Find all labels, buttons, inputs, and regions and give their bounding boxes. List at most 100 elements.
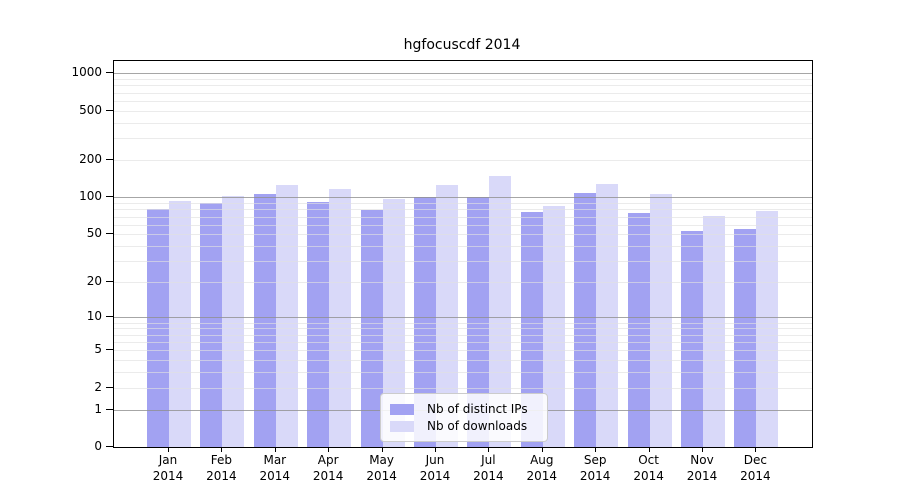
x-tick-label: Mar 2014 <box>243 452 307 484</box>
y-tick <box>106 159 113 160</box>
x-tick-label: Feb 2014 <box>189 452 253 484</box>
x-tick <box>168 447 169 452</box>
y-tick <box>106 446 113 447</box>
x-tick-label-year: 2014 <box>473 469 504 483</box>
y-tick-label: 1000 <box>71 65 102 80</box>
bar-downloads <box>542 206 565 447</box>
x-tick-label: Apr 2014 <box>296 452 360 484</box>
y-tick-label: 20 <box>86 274 102 289</box>
x-tick-label-month: Nov <box>690 453 714 467</box>
bar-downloads <box>489 175 512 447</box>
x-tick-label-year: 2014 <box>579 469 611 483</box>
y-tick <box>106 316 113 317</box>
x-tick-label-year: 2014 <box>366 469 397 483</box>
y-tick-label: 2 <box>94 379 102 394</box>
x-tick-label-year: 2014 <box>419 469 451 483</box>
x-tick <box>702 447 703 452</box>
x-tick-label: Jun 2014 <box>403 452 467 484</box>
x-tick-label-month: Dec <box>743 453 767 467</box>
x-tick-label: Nov 2014 <box>670 452 734 484</box>
x-tick <box>435 447 436 452</box>
x-tick-label-year: 2014 <box>740 469 771 483</box>
x-tick-label: Sep 2014 <box>563 452 627 484</box>
y-tick <box>106 409 113 410</box>
y-tick <box>106 110 113 111</box>
bar-downloads <box>329 189 352 447</box>
x-tick-label-month: Feb <box>210 453 233 467</box>
x-tick-label-year: 2014 <box>312 469 344 483</box>
bar-distinct-ips <box>574 192 597 447</box>
y-tick <box>106 72 113 73</box>
x-tick-label: Dec 2014 <box>723 452 787 484</box>
x-tick <box>381 447 383 452</box>
bar-distinct-ips <box>414 196 436 447</box>
bar-downloads <box>436 184 458 447</box>
x-tick <box>595 447 597 452</box>
y-tick-label: 5 <box>94 342 102 357</box>
x-tick <box>755 447 757 452</box>
legend-swatch-downloads <box>390 420 414 432</box>
y-tick-label: 500 <box>79 102 102 117</box>
x-tick-label-month: Jan <box>158 453 178 467</box>
y-tick <box>106 196 113 197</box>
bar-downloads <box>222 195 245 447</box>
y-tick <box>106 349 113 350</box>
x-tick-label-year: 2014 <box>526 469 558 483</box>
x-tick <box>648 447 650 452</box>
legend-item-distinct-ips: Nb of distinct IPs <box>390 401 538 417</box>
x-tick-label-month: Aug <box>530 453 554 467</box>
x-tick-label-month: May <box>369 453 394 467</box>
bars-layer <box>114 61 812 447</box>
y-tick-label: 1 <box>94 401 102 416</box>
bar-distinct-ips <box>681 231 703 447</box>
y-tick-label: 0 <box>94 439 102 453</box>
x-tick-label-month: Jun <box>425 453 445 467</box>
x-tick-label-month: Jul <box>481 453 496 467</box>
bar-downloads <box>649 194 672 447</box>
y-tick-label: 50 <box>86 226 102 241</box>
x-tick-label: Jul 2014 <box>456 452 520 484</box>
y-tick <box>106 281 113 282</box>
x-tick-label-year: 2014 <box>259 469 291 483</box>
x-tick-label-month: Apr <box>317 453 339 467</box>
x-tick-label: Aug 2014 <box>510 452 574 484</box>
bar-distinct-ips <box>307 201 330 447</box>
x-tick-label: Oct 2014 <box>617 452 681 484</box>
y-tick-label: 100 <box>79 189 102 204</box>
bar-downloads <box>703 215 725 447</box>
legend-label-downloads: Nb of downloads <box>427 419 528 433</box>
bar-distinct-ips <box>467 196 490 447</box>
x-tick <box>274 447 276 452</box>
x-tick-label: Jan 2014 <box>136 452 200 484</box>
bar-downloads <box>275 184 298 447</box>
legend-swatch-ips <box>390 403 414 415</box>
y-tick-label: 200 <box>79 152 102 167</box>
bar-downloads <box>169 201 191 447</box>
x-tick-label-month: Sep <box>583 453 607 467</box>
y-tick <box>106 233 113 234</box>
y-tick-label: 10 <box>86 309 102 324</box>
x-tick-label-month: Mar <box>263 453 287 467</box>
bar-downloads <box>756 211 779 447</box>
legend-label-ips: Nb of distinct IPs <box>427 402 528 416</box>
legend-item-downloads: Nb of downloads <box>390 418 538 434</box>
chart-title: hgfocuscdf 2014 <box>403 37 521 53</box>
x-tick-label-month: Oct <box>638 453 659 467</box>
x-tick <box>541 447 543 452</box>
x-tick-label: May 2014 <box>350 452 414 484</box>
x-tick-label-year: 2014 <box>686 469 718 483</box>
x-tick <box>328 447 330 452</box>
x-tick <box>488 447 490 452</box>
bar-downloads <box>596 184 619 447</box>
x-tick-label-year: 2014 <box>152 469 184 483</box>
bar-distinct-ips <box>734 229 757 447</box>
plot-area: Nb of distinct IPs Nb of downloads <box>113 60 813 448</box>
legend: Nb of distinct IPs Nb of downloads <box>380 393 548 442</box>
bar-distinct-ips <box>253 193 276 447</box>
x-tick-label-year: 2014 <box>206 469 237 483</box>
bar-distinct-ips <box>147 208 169 447</box>
bar-distinct-ips <box>627 212 650 447</box>
x-tick-label-year: 2014 <box>633 469 664 483</box>
y-tick <box>106 387 113 388</box>
